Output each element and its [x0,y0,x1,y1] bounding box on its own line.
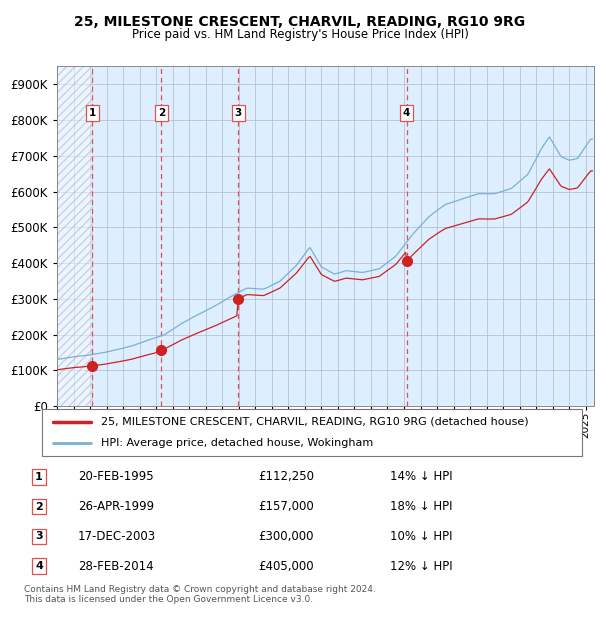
Text: £405,000: £405,000 [258,560,314,572]
Text: 3: 3 [35,531,43,541]
Text: £112,250: £112,250 [258,471,314,483]
FancyBboxPatch shape [42,409,582,456]
Text: 2: 2 [35,502,43,512]
Text: Price paid vs. HM Land Registry's House Price Index (HPI): Price paid vs. HM Land Registry's House … [131,28,469,41]
Text: 17-DEC-2003: 17-DEC-2003 [78,530,156,542]
Text: £157,000: £157,000 [258,500,314,513]
Text: 25, MILESTONE CRESCENT, CHARVIL, READING, RG10 9RG (detached house): 25, MILESTONE CRESCENT, CHARVIL, READING… [101,417,529,427]
Bar [57,66,92,406]
Text: HPI: Average price, detached house, Wokingham: HPI: Average price, detached house, Woki… [101,438,374,448]
Text: 25, MILESTONE CRESCENT, CHARVIL, READING, RG10 9RG: 25, MILESTONE CRESCENT, CHARVIL, READING… [74,16,526,30]
Text: Contains HM Land Registry data © Crown copyright and database right 2024.
This d: Contains HM Land Registry data © Crown c… [24,585,376,604]
Text: 1: 1 [89,108,96,118]
Text: 26-APR-1999: 26-APR-1999 [78,500,154,513]
Text: 3: 3 [235,108,242,118]
Text: £300,000: £300,000 [258,530,314,542]
Text: 20-FEB-1995: 20-FEB-1995 [78,471,154,483]
Text: 28-FEB-2014: 28-FEB-2014 [78,560,154,572]
Text: 10% ↓ HPI: 10% ↓ HPI [390,530,452,542]
Text: 4: 4 [403,108,410,118]
Text: 4: 4 [35,561,43,571]
Text: 18% ↓ HPI: 18% ↓ HPI [390,500,452,513]
Text: 2: 2 [158,108,165,118]
Text: 1: 1 [35,472,43,482]
Text: 12% ↓ HPI: 12% ↓ HPI [390,560,452,572]
Text: 14% ↓ HPI: 14% ↓ HPI [390,471,452,483]
